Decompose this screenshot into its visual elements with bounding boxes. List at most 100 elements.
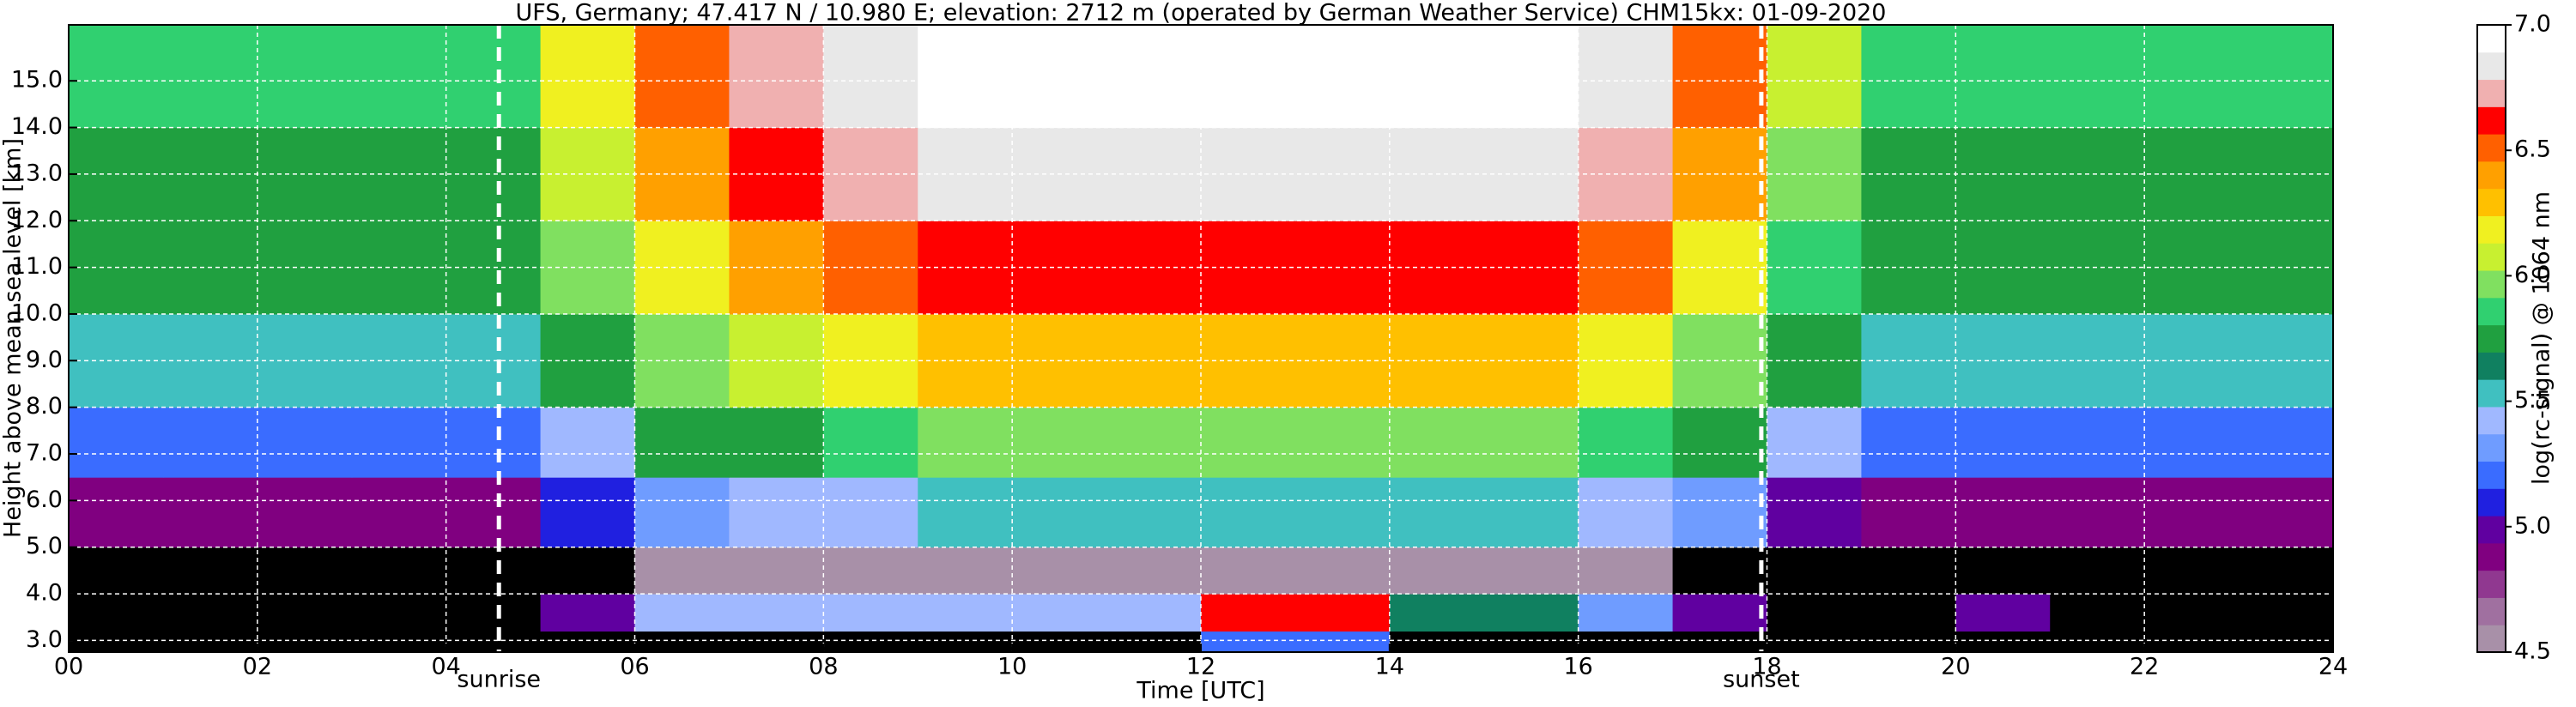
colorbar-tick-label: 6.5 [2514, 136, 2551, 163]
heatmap-cell [1294, 547, 1391, 595]
x-tick-label: 10 [997, 654, 1027, 680]
heatmap-cell [1672, 313, 1767, 408]
x-tick-label: 18 [1752, 654, 1781, 680]
heatmap-cell [634, 407, 730, 478]
x-tick-label: 08 [809, 654, 838, 680]
x-tick-label: 20 [1941, 654, 1970, 680]
y-tick-label: 12.0 [11, 207, 63, 233]
heatmap-cell [1201, 127, 1296, 221]
y-tick-label: 9.0 [26, 347, 63, 373]
heatmap-cell [1767, 25, 1862, 129]
heatmap-cell [1672, 25, 1767, 129]
x-tick-label: 16 [1563, 654, 1592, 680]
heatmap-cell [540, 547, 635, 595]
heatmap-cell [1106, 547, 1202, 595]
colorbar-band [2477, 406, 2506, 435]
heatmap-cell [69, 477, 164, 548]
heatmap-cell [729, 477, 824, 548]
y-tick-label: 14.0 [11, 113, 63, 140]
heatmap-cell [1201, 477, 1296, 548]
heatmap-cell [162, 631, 258, 653]
heatmap-cell [729, 631, 824, 653]
heatmap-cell [1955, 547, 2051, 595]
heatmap-cell [162, 407, 258, 478]
heatmap-cell [729, 547, 824, 595]
heatmap-cell [2050, 631, 2145, 653]
heatmap-cell [540, 25, 635, 129]
heatmap-cell [257, 594, 353, 632]
heatmap-cell [540, 594, 635, 632]
heatmap-cell [351, 477, 447, 548]
heatmap-cell [1106, 407, 1202, 478]
colorbar-band [2477, 297, 2506, 326]
heatmap-cell [1201, 407, 1296, 478]
heatmap-cell [1861, 407, 1956, 478]
heatmap-cell [1389, 547, 1485, 595]
heatmap-cell [1767, 547, 1862, 595]
heatmap-cell [2239, 25, 2334, 129]
y-tick-label: 15.0 [11, 67, 63, 94]
heatmap-cell [69, 25, 164, 129]
heatmap-cell [1106, 25, 1202, 129]
heatmap-cell [1483, 594, 1579, 632]
heatmap-cell [1955, 631, 2051, 653]
heatmap-cell [69, 594, 164, 632]
heatmap-cell [634, 547, 730, 595]
heatmap-cell [257, 547, 353, 595]
colorbar-band [2477, 160, 2506, 190]
colorbar-band [2477, 597, 2506, 625]
heatmap-cell [1483, 547, 1579, 595]
heatmap [69, 25, 2334, 653]
heatmap-cell [257, 477, 353, 548]
heatmap-cell [351, 127, 447, 221]
heatmap-cell [351, 631, 447, 653]
heatmap-cell [1389, 594, 1485, 632]
heatmap-cell [540, 477, 635, 548]
heatmap-cell [1294, 221, 1391, 315]
heatmap-cell [1012, 594, 1107, 632]
colorbar-band [2477, 379, 2506, 408]
heatmap-cell [918, 547, 1013, 595]
heatmap-cell [257, 25, 353, 129]
colorbar-band [2477, 352, 2506, 380]
heatmap-cell [69, 631, 164, 653]
heatmap-cell [1578, 547, 1674, 595]
heatmap-cell [1861, 594, 1956, 632]
x-tick-label: 22 [2130, 654, 2159, 680]
heatmap-cell [445, 407, 542, 478]
heatmap-cell [1578, 477, 1674, 548]
heatmap-cell [729, 407, 824, 478]
colorbar-band [2477, 542, 2506, 571]
heatmap-cell [2239, 547, 2334, 595]
heatmap-cell [1861, 25, 1956, 129]
colorbar-band [2477, 51, 2506, 81]
colorbar-frame [2476, 24, 2506, 653]
y-tick-label: 5.0 [26, 533, 63, 559]
heatmap-cell [2050, 547, 2145, 595]
colorbar-label: log(rc-signal) @ 1064 nm [2529, 191, 2555, 485]
heatmap-cell [69, 407, 164, 478]
y-axis-label: Height above mean sea level [km] [0, 138, 27, 538]
heatmap-cell [823, 407, 918, 478]
x-tick-label: 24 [2318, 654, 2348, 680]
heatmap-cell [351, 407, 447, 478]
colorbar-band [2477, 215, 2506, 244]
heatmap-cell [1294, 127, 1391, 221]
heatmap-cell [823, 631, 918, 653]
heatmap-cell [1012, 547, 1107, 595]
heatmap-cell [2239, 477, 2334, 548]
heatmap-cell [540, 407, 635, 478]
annotation-label: sunrise [457, 667, 541, 693]
colorbar-band [2477, 324, 2506, 353]
heatmap-cell [1672, 547, 1767, 595]
colorbar-band [2477, 270, 2506, 299]
heatmap-cell [1012, 25, 1107, 129]
heatmap-cell [918, 631, 1013, 653]
heatmap-cell [823, 127, 918, 221]
heatmap-cell [1767, 407, 1862, 478]
colorbar-band [2477, 461, 2506, 489]
heatmap-cell [1767, 631, 1862, 653]
colorbar-band [2477, 134, 2506, 162]
chart-title: UFS, Germany; 47.417 N / 10.980 E; eleva… [516, 0, 1887, 27]
heatmap-cell [1201, 594, 1296, 632]
